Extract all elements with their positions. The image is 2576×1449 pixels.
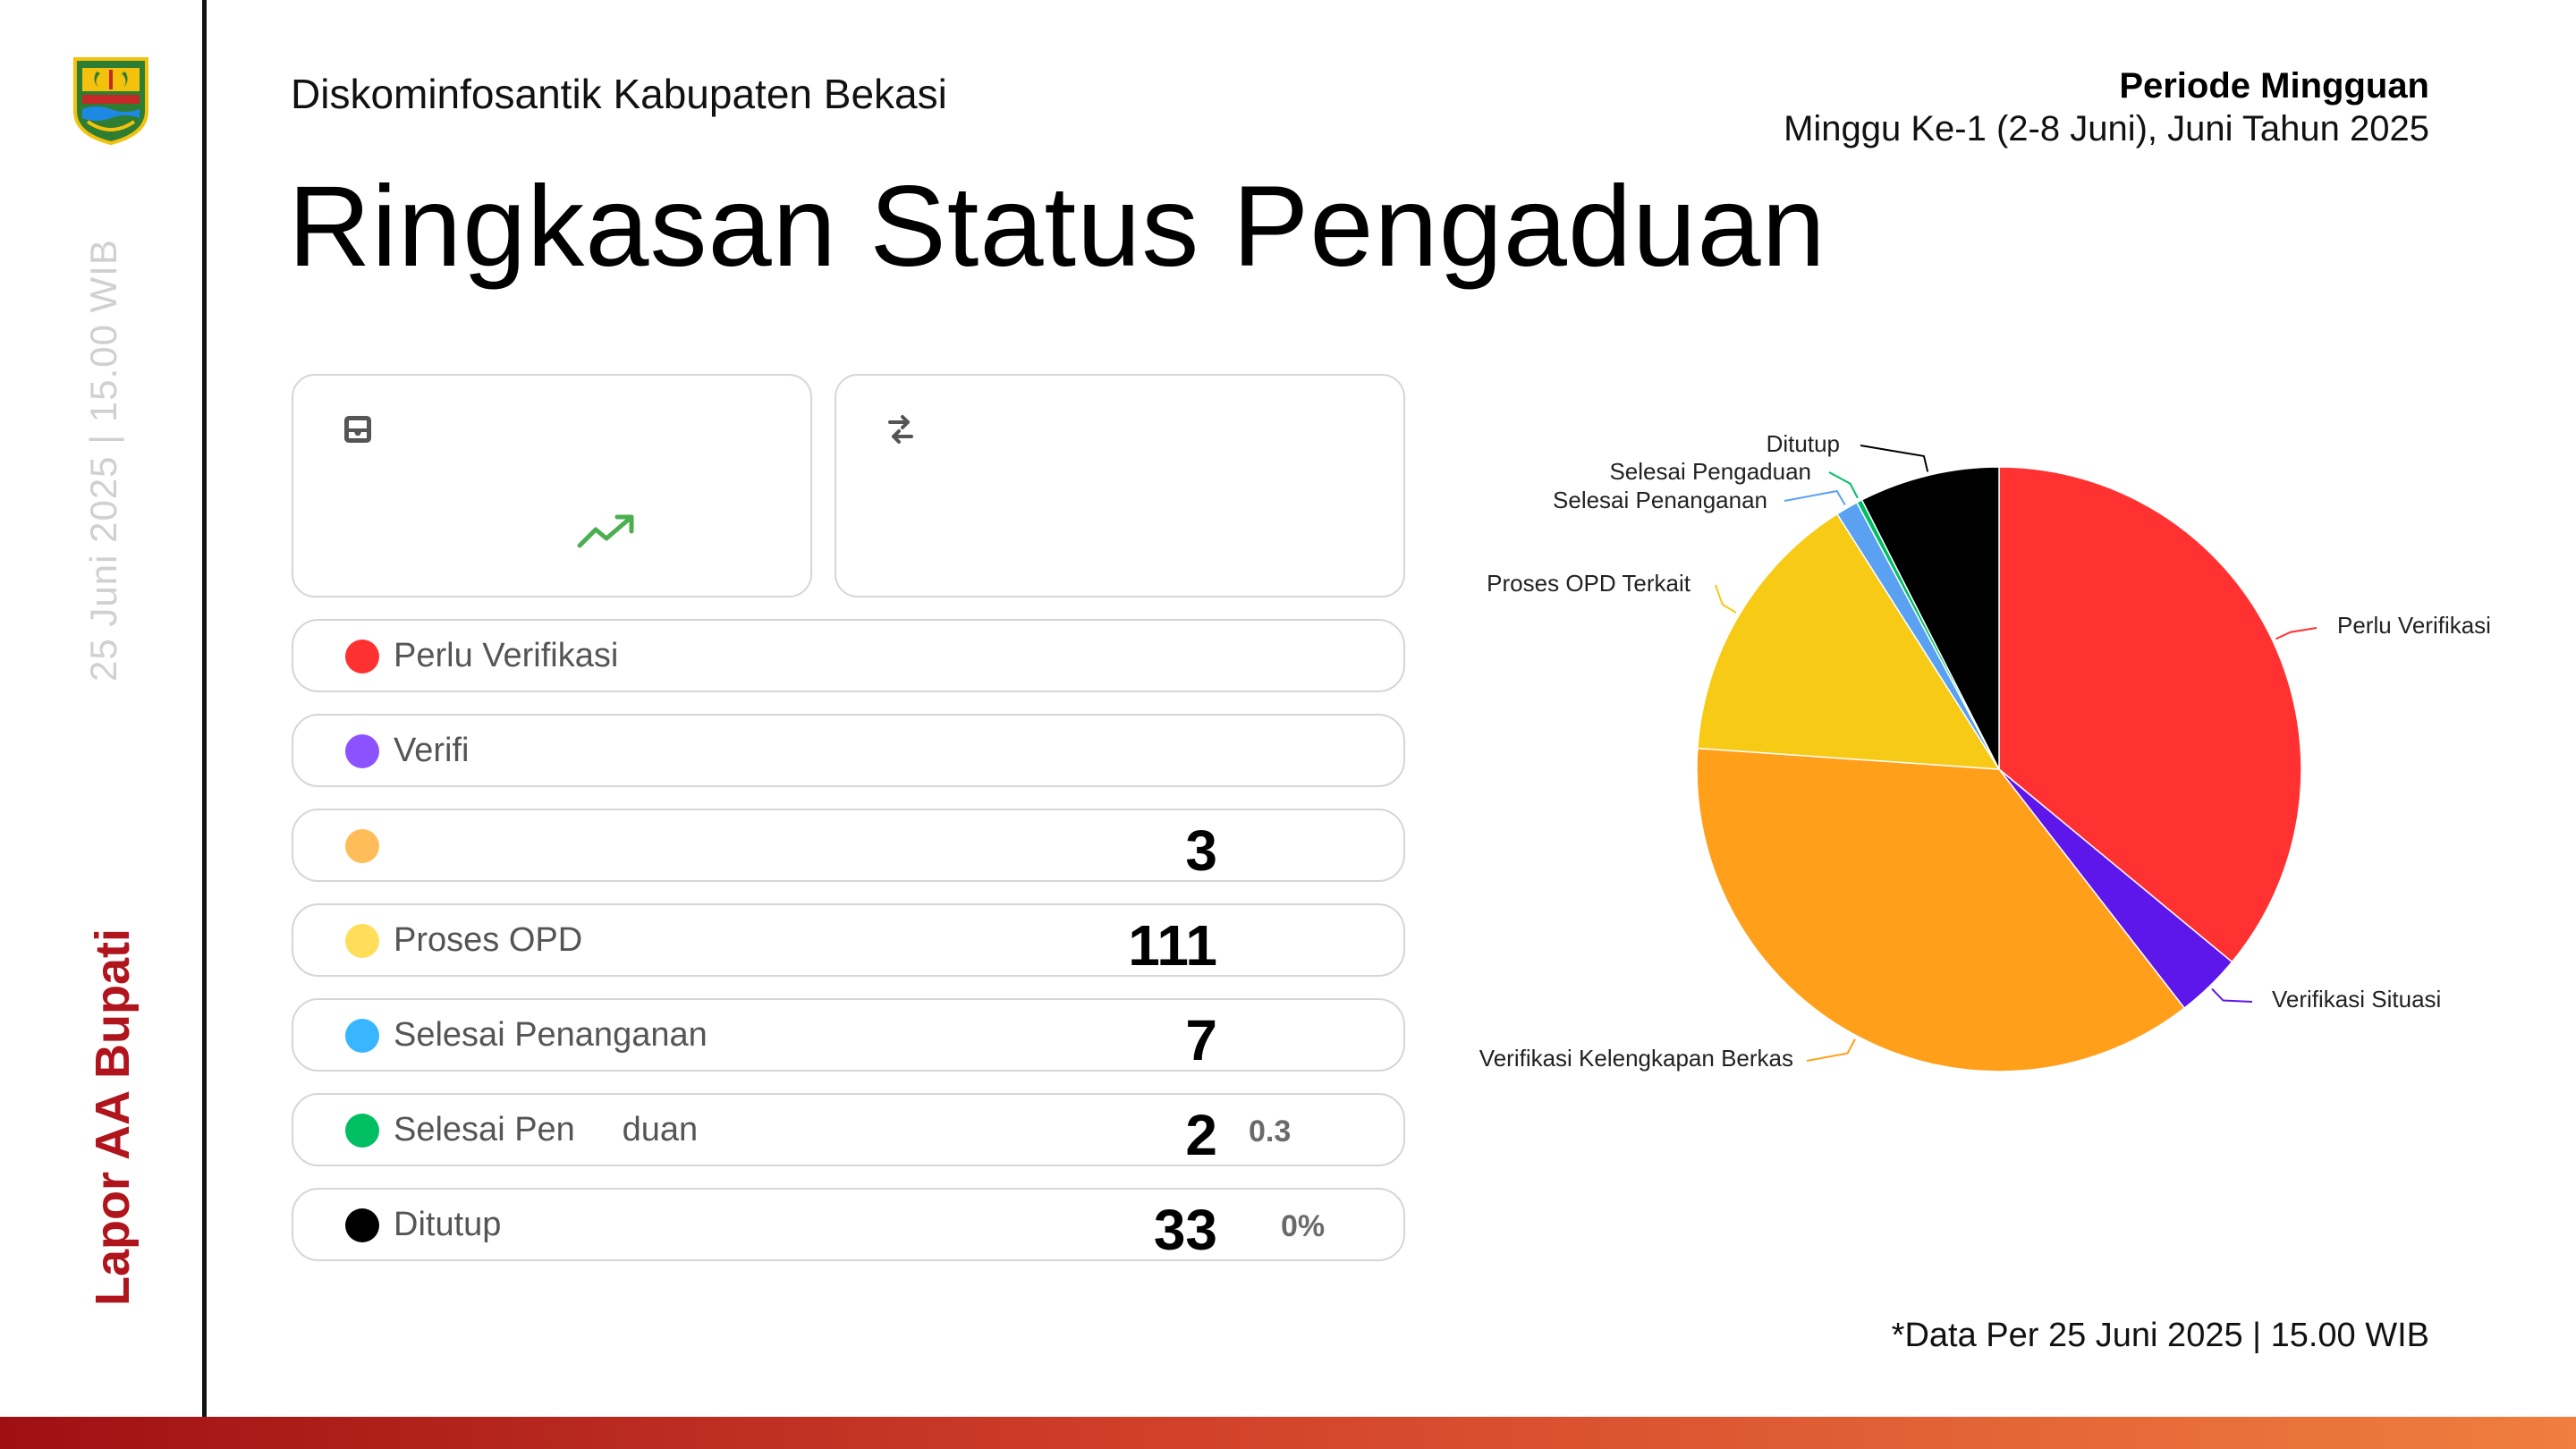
pie-label: Verifikasi Kelengkapan Berkas	[1479, 1045, 1793, 1072]
status-value: 2	[1185, 1103, 1217, 1167]
pie-label: Verifikasi Situasi	[2272, 986, 2441, 1013]
pie-label: Ditutup	[1767, 430, 1840, 457]
status-label: Perlu Verifikasi	[394, 637, 619, 674]
pie-leader-line	[2275, 627, 2318, 640]
organization-name: Diskominfosantik Kabupaten Bekasi	[291, 71, 947, 117]
sidebar-date: 25 Juni 2025 | 15.00 WIB	[82, 239, 124, 682]
status-value: 111	[1128, 913, 1217, 978]
status-row-selesai-penanganan: Selesai Penanganan 7	[292, 998, 1405, 1072]
pie-slice-proses-opd-terkait	[1697, 513, 2001, 770]
pie-slices	[1696, 466, 2302, 1072]
pie-slice-verifikasi-kelengkapan-berkas	[1696, 747, 2186, 1072]
status-dot	[345, 640, 379, 674]
status-value: 33	[1153, 1198, 1217, 1262]
status-dot	[345, 1019, 379, 1053]
total-complaints-card	[292, 374, 812, 597]
transfer-icon	[888, 415, 913, 444]
status-row-verifikasi-kelengkapan: 3	[292, 809, 1405, 883]
status-value: 7	[1185, 1008, 1217, 1072]
status-dot	[345, 734, 379, 768]
flow-summary-card	[835, 374, 1405, 597]
bekasi-emblem-icon	[73, 57, 148, 145]
period-value: Minggu Ke-1 (2-8 Juni), Juni Tahun 2025	[1784, 109, 2429, 148]
status-row-selesai-pengaduan: Selesai Pen duan 2 0.3	[292, 1093, 1405, 1167]
status-dot	[345, 924, 379, 958]
status-value: 3	[1185, 818, 1217, 883]
status-dot	[345, 829, 379, 863]
sidebar-brand: Lapor AA Bupati	[86, 928, 140, 1306]
pie-leader-line	[1715, 584, 1737, 614]
status-dot	[345, 1208, 379, 1242]
status-label: Selesai Penanganan	[394, 1016, 708, 1054]
status-pie-chart: Perlu Verifikasi Verifikasi Situasi Verifi…	[1479, 430, 2491, 1072]
status-dot	[345, 1114, 379, 1148]
bottom-gradient-bar	[0, 1417, 2576, 1449]
sidebar: 25 Juni 2025 | 15.00 WIB Lapor AA Bupati	[0, 0, 205, 1417]
status-row-perlu-verifikasi: Perlu Verifikasi	[292, 619, 1405, 692]
status-label: Proses OPD	[394, 921, 583, 959]
pie-leader-line	[1806, 1038, 1856, 1062]
inbox-icon	[344, 416, 371, 443]
status-percent: 0.3	[1249, 1114, 1292, 1148]
pie-leader-line	[1784, 489, 1846, 506]
pie-leader-line	[2211, 987, 2253, 1003]
pie-label: Proses OPD Terkait	[1487, 570, 1691, 597]
pie-slice-ditutup	[1860, 466, 2000, 770]
trend-up-icon	[577, 514, 634, 548]
status-row-ditutup: Ditutup 33 0%	[292, 1188, 1405, 1262]
pie-label: Selesai Pengaduan	[1609, 458, 1811, 485]
pie-label: Selesai Penanganan	[1553, 487, 1767, 513]
data-footnote: *Data Per 25 Juni 2025 | 15.00 WIB	[1891, 1317, 2429, 1354]
pie-label: Perlu Verifikasi	[2337, 612, 2491, 639]
page-title: Ringkasan Status Pengaduan	[288, 163, 1826, 291]
status-label: Verifi	[394, 732, 470, 769]
pie-leader-line	[1828, 471, 1859, 499]
pie-slice-perlu-verifikasi	[1998, 466, 2302, 963]
status-label: Selesai Pen duan	[394, 1111, 699, 1148]
pie-labels: Perlu Verifikasi Verifikasi Situasi Verifi…	[1479, 430, 2491, 1072]
period-label: Periode Mingguan	[2119, 66, 2429, 106]
sidebar-divider	[202, 0, 207, 1417]
status-percent: 0%	[1281, 1209, 1326, 1243]
status-label: Ditutup	[394, 1206, 502, 1243]
status-row-proses-opd: Proses OPD 111	[292, 903, 1405, 978]
status-row-verifikasi-situasi: Verifi	[292, 714, 1405, 787]
pie-leader-line	[1860, 445, 1929, 472]
